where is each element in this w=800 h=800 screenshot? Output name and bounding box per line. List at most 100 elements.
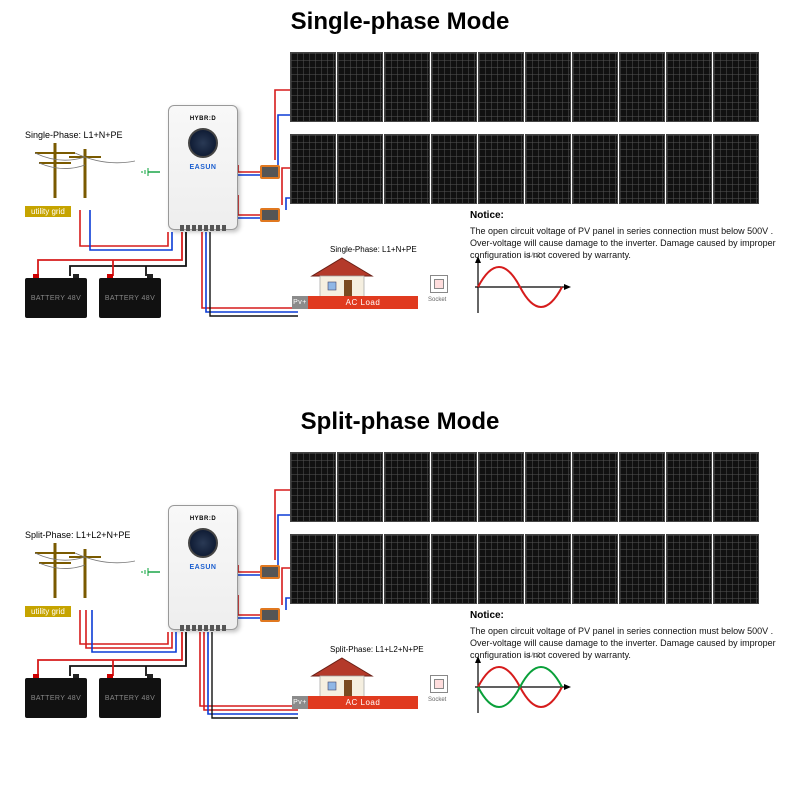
ac-load-bar: Pv+ AC Load (308, 296, 418, 309)
utility-pole-icon (25, 143, 135, 201)
pv-panel (384, 52, 430, 122)
pv-panel (619, 52, 665, 122)
notice-block: Notice: The open circuit voltage of PV p… (470, 210, 780, 261)
pv-panel (619, 452, 665, 522)
pv-panel (478, 134, 524, 204)
pv-panel (713, 452, 759, 522)
inverter-model-label: HYBR:D (190, 116, 216, 122)
notice-title: Notice: (470, 210, 780, 221)
battery-2: BATTERY 48V (99, 678, 161, 718)
grid-phase-label: Single-Phase: L1+N+PE (25, 130, 155, 140)
notice-block: Notice: The open circuit voltage of PV p… (470, 610, 780, 661)
utility-grid-tag: utility grid (25, 206, 71, 217)
pv-row-top (290, 452, 759, 522)
pv-plus-tag: Pv+ (292, 296, 308, 309)
pv-panel (572, 52, 618, 122)
battery-1: BATTERY 48V (25, 678, 87, 718)
pv-panel (290, 52, 336, 122)
pv-panel (384, 452, 430, 522)
ac-load-block: Split-Phase: L1+L2+N+PE Pv+ AC Load Sock… (300, 645, 460, 709)
pv-panel (384, 534, 430, 604)
house-icon (300, 656, 420, 698)
sine-wave-chart (472, 255, 572, 317)
pv-panel (431, 134, 477, 204)
pv-junction-2 (260, 608, 280, 622)
utility-grid-block: Single-Phase: L1+N+PE utility grid (25, 130, 155, 219)
grid-phase-label: Split-Phase: L1+L2+N+PE (25, 530, 155, 540)
pv-panel (290, 452, 336, 522)
pv-panel (666, 534, 712, 604)
pv-panel (572, 534, 618, 604)
socket-label: Socket (428, 297, 446, 303)
pv-panel (619, 534, 665, 604)
section-title: Split-phase Mode (301, 408, 500, 436)
pv-panel (478, 52, 524, 122)
pv-panel (572, 452, 618, 522)
pv-panel (713, 134, 759, 204)
section-single-phase: Single-phase Mode HYBR:D (0, 0, 800, 400)
house-icon (300, 256, 420, 298)
pv-panel (337, 134, 383, 204)
pv-panel (431, 52, 477, 122)
ac-load-block: Single-Phase: L1+N+PE Pv+ AC Load Socket (300, 245, 460, 309)
battery-2: BATTERY 48V (99, 278, 161, 318)
socket-icon (430, 675, 448, 693)
pv-row-bottom (290, 134, 759, 204)
pv-panel (337, 52, 383, 122)
pv-array (290, 52, 759, 216)
pv-row-top (290, 52, 759, 122)
inverter-screen (188, 128, 218, 158)
pv-panel (525, 534, 571, 604)
pv-panel (666, 452, 712, 522)
pv-panel (525, 52, 571, 122)
pv-panel (525, 134, 571, 204)
pv-panel (713, 52, 759, 122)
pv-panel (713, 534, 759, 604)
notice-text: The open circuit voltage of PV panel in … (470, 625, 780, 661)
pv-panel (290, 134, 336, 204)
section-split-phase: Split-phase Mode HYBR:D EASUN S (0, 400, 800, 800)
notice-text: The open circuit voltage of PV panel in … (470, 225, 780, 261)
inverter-brand-label: EASUN (189, 564, 216, 571)
ac-load-label: AC Load (346, 298, 381, 307)
battery-bank: BATTERY 48V BATTERY 48V (25, 678, 161, 718)
pv-panel (478, 452, 524, 522)
battery-1: BATTERY 48V (25, 278, 87, 318)
pv-panel (431, 452, 477, 522)
pv-panel (337, 534, 383, 604)
notice-title: Notice: (470, 610, 780, 621)
pv-panel (478, 534, 524, 604)
pv-plus-tag: Pv+ (292, 696, 308, 709)
inverter-model-label: HYBR:D (190, 516, 216, 522)
pv-panel (619, 134, 665, 204)
pv-panel (572, 134, 618, 204)
hybrid-inverter: HYBR:D EASUN (168, 505, 238, 630)
ac-load-bar: Pv+ AC Load (308, 696, 418, 709)
pv-array (290, 452, 759, 616)
pv-panel (337, 452, 383, 522)
house-phase-label: Split-Phase: L1+L2+N+PE (330, 645, 460, 654)
pv-panel (525, 452, 571, 522)
pv-panel (666, 134, 712, 204)
pv-junction-2 (260, 208, 280, 222)
pv-panel (290, 534, 336, 604)
utility-grid-block: Split-Phase: L1+L2+N+PE utility grid (25, 530, 155, 619)
pv-panel (431, 534, 477, 604)
pv-panel (666, 52, 712, 122)
inverter-brand-label: EASUN (189, 164, 216, 171)
inverter-screen (188, 528, 218, 558)
house-phase-label: Single-Phase: L1+N+PE (330, 245, 460, 254)
pv-junction-1 (260, 165, 280, 179)
section-title: Single-phase Mode (291, 8, 510, 36)
socket-label: Socket (428, 697, 446, 703)
sine-wave-block: L1/L2 (472, 655, 572, 717)
battery-bank: BATTERY 48V BATTERY 48V (25, 278, 161, 318)
sine-wave-block: L1/L2 (472, 255, 572, 317)
utility-pole-icon (25, 543, 135, 601)
pv-junction-1 (260, 565, 280, 579)
hybrid-inverter: HYBR:D EASUN (168, 105, 238, 230)
ac-load-label: AC Load (346, 698, 381, 707)
pv-row-bottom (290, 534, 759, 604)
socket-icon (430, 275, 448, 293)
utility-grid-tag: utility grid (25, 606, 71, 617)
